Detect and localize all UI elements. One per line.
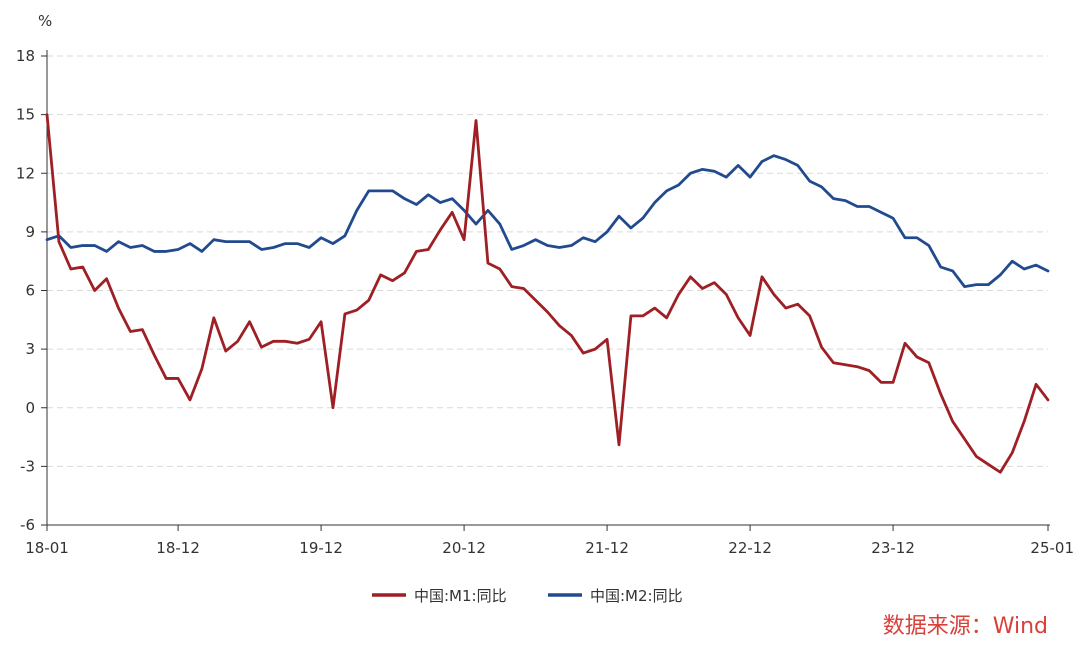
x-tick-label: 19-12	[299, 539, 343, 557]
x-tick-label: 25-01	[1030, 539, 1074, 557]
gridlines	[47, 55, 1048, 467]
y-tick-label: 9	[25, 223, 35, 241]
x-tick-label: 21-12	[585, 539, 629, 557]
y-unit-label: %	[38, 12, 52, 30]
legend-label: 中国:M2:同比	[590, 587, 683, 605]
y-tick-label: 12	[16, 164, 35, 182]
source-label: 数据来源：Wind	[882, 614, 1048, 639]
x-tick-label: 23-12	[871, 539, 915, 557]
y-tick-label: 0	[25, 399, 35, 417]
legend-label: 中国:M1:同比	[414, 587, 507, 605]
y-tick-label: 18	[16, 47, 35, 65]
y-tick-label: 3	[25, 340, 35, 358]
x-tick-label: 20-12	[442, 539, 486, 557]
x-tick-label: 18-01	[25, 539, 69, 557]
x-tick-labels: 18-01 18-12 19-12 20-12 21-12 22-12 23-12 25-01	[25, 539, 1074, 557]
y-tick-label: 6	[25, 282, 35, 300]
series-line	[45, 154, 1050, 288]
y-tick-label: -3	[20, 457, 35, 475]
x-tick-label: 22-12	[728, 539, 772, 557]
y-tick-label: -6	[20, 516, 35, 534]
y-tick-label: 15	[16, 106, 35, 124]
series-line	[45, 113, 1050, 474]
series-lines	[45, 113, 1050, 474]
legend: 中国:M1:同比 中国:M2:同比	[372, 587, 683, 605]
y-tick-labels: -6 -3 0 3 6 9 12 15 18	[16, 47, 35, 534]
x-tick-label: 18-12	[156, 539, 200, 557]
